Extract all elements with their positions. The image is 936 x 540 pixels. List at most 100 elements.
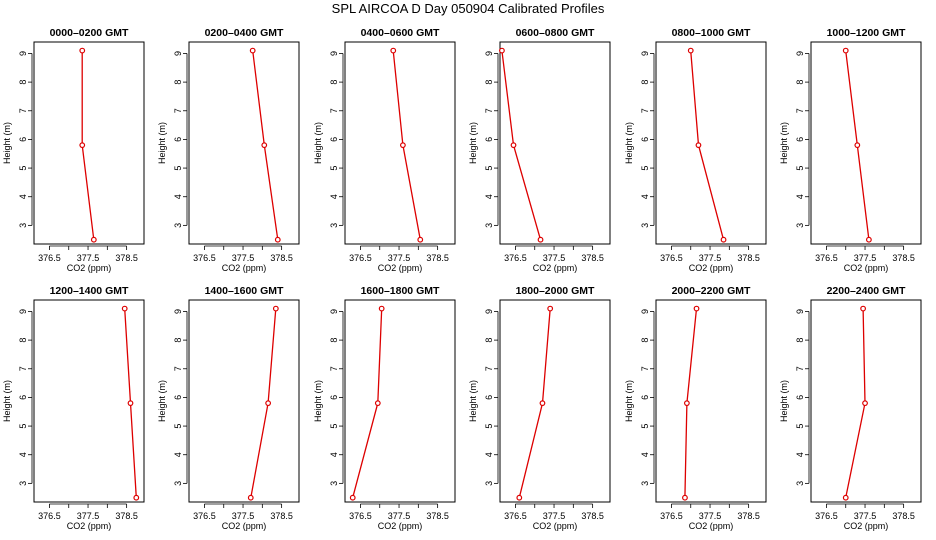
y-tick-label: 5: [173, 166, 183, 171]
x-tick-label: 378.5: [270, 511, 293, 521]
y-tick-label: 7: [18, 108, 28, 113]
x-axis-label: CO2 (ppm): [222, 263, 267, 273]
x-tick-label: 376.5: [193, 511, 216, 521]
y-tick-label: 3: [795, 481, 805, 486]
y-tick-label: 8: [640, 338, 650, 343]
plot-frame: [810, 299, 922, 503]
y-tick-label: 9: [640, 309, 650, 314]
panel-title: 1600–1800 GMT: [361, 285, 440, 297]
x-axis-label: CO2 (ppm): [689, 521, 734, 531]
y-tick-label: 5: [795, 166, 805, 171]
panel-title: 0600–0800 GMT: [516, 27, 595, 39]
data-point: [510, 142, 517, 149]
y-tick-label: 7: [173, 108, 183, 113]
y-tick-label: 3: [795, 223, 805, 228]
figure-title: SPL AIRCOA D Day 050904 Calibrated Profi…: [331, 1, 605, 16]
y-axis: 3 4 5 6 7 8 9 Height (m): [2, 51, 33, 228]
y-tick-label: 9: [18, 51, 28, 56]
y-tick-label: 4: [795, 194, 805, 199]
data-point: [261, 142, 268, 149]
panel-title: 0000–0200 GMT: [50, 27, 129, 39]
x-tick-label: 377.5: [232, 253, 255, 263]
y-tick-label: 4: [18, 452, 28, 457]
y-tick-label: 5: [173, 424, 183, 429]
x-axis-label: CO2 (ppm): [844, 521, 889, 531]
plot-frame: [188, 41, 300, 245]
x-tick-label: 377.5: [77, 253, 100, 263]
y-axis: 3 4 5 6 7 8 9 Height (m): [157, 309, 188, 486]
data-point: [90, 236, 97, 243]
y-axis-label: Height (m): [157, 122, 167, 164]
x-tick-label: 378.5: [426, 511, 449, 521]
y-tick-label: 3: [640, 481, 650, 486]
y-tick-label: 3: [18, 481, 28, 486]
x-tick-label: 377.5: [854, 511, 877, 521]
data-point: [547, 305, 554, 312]
plot-frame: [33, 299, 145, 503]
y-tick-label: 8: [795, 338, 805, 343]
x-tick-label: 377.5: [699, 511, 722, 521]
y-tick-label: 8: [329, 338, 339, 343]
data-point: [695, 142, 702, 149]
data-point: [79, 47, 86, 54]
data-point: [133, 494, 140, 501]
y-tick-label: 6: [18, 395, 28, 400]
series-line: [845, 308, 866, 498]
x-tick-label: 378.5: [737, 511, 760, 521]
y-tick-label: 9: [484, 309, 494, 314]
y-tick-label: 7: [484, 108, 494, 113]
x-tick-label: 376.5: [815, 511, 838, 521]
y-tick-label: 5: [18, 166, 28, 171]
data-point: [499, 47, 505, 54]
y-axis-label: Height (m): [779, 122, 789, 164]
y-tick-label: 3: [484, 223, 494, 228]
x-tick-label: 378.5: [581, 511, 604, 521]
x-tick-label: 378.5: [115, 511, 138, 521]
data-point: [693, 305, 700, 312]
y-axis: 3 4 5 6 7 8 9 Height (m): [313, 309, 344, 486]
y-tick-label: 4: [484, 194, 494, 199]
x-tick-label: 376.5: [815, 253, 838, 263]
y-axis: 3 4 5 6 7 8 9 Height (m): [624, 309, 655, 486]
y-tick-label: 8: [18, 80, 28, 85]
y-tick-label: 7: [173, 366, 183, 371]
x-tick-label: 378.5: [892, 511, 915, 521]
panel-title: 1000–1200 GMT: [827, 27, 906, 39]
plot-frame: [344, 299, 456, 503]
y-tick-label: 7: [795, 108, 805, 113]
x-axis-label: CO2 (ppm): [689, 263, 734, 273]
plot-frame: [499, 41, 611, 245]
y-tick-label: 5: [329, 166, 339, 171]
y-tick-label: 6: [640, 137, 650, 142]
data-point: [854, 142, 861, 149]
x-tick-label: 377.5: [388, 253, 411, 263]
x-axis-label: CO2 (ppm): [533, 521, 578, 531]
data-point: [862, 400, 868, 407]
x-tick-label: 376.5: [504, 511, 527, 521]
panel-title: 1800–2000 GMT: [516, 285, 595, 297]
y-tick-label: 9: [795, 51, 805, 56]
y-tick-label: 4: [640, 452, 650, 457]
y-tick-label: 5: [484, 424, 494, 429]
data-point: [349, 494, 356, 501]
y-tick-label: 4: [484, 452, 494, 457]
panel-title: 0800–1000 GMT: [672, 27, 751, 39]
x-tick-label: 377.5: [699, 253, 722, 263]
plot-frame: [188, 299, 300, 503]
series-line: [501, 50, 542, 240]
y-tick-label: 3: [329, 223, 339, 228]
data-point: [249, 47, 256, 54]
y-tick-label: 3: [18, 223, 28, 228]
y-tick-label: 7: [640, 366, 650, 371]
data-point: [417, 236, 424, 243]
data-point: [687, 47, 694, 54]
